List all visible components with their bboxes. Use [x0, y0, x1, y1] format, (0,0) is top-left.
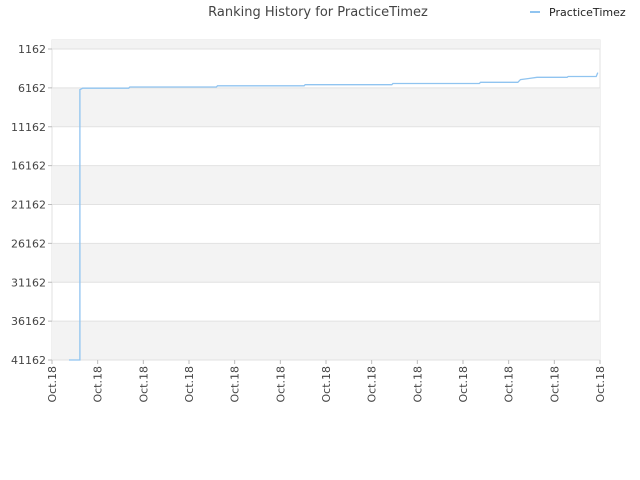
plot-band — [52, 165, 600, 205]
series-line-practicetimez — [69, 72, 599, 361]
x-tick-label: Oct.18 — [92, 366, 105, 403]
x-tick-label: Oct.18 — [137, 366, 150, 403]
y-tick-label: 21162 — [11, 199, 46, 212]
y-tick-label: 31162 — [11, 276, 46, 289]
y-tick-label: 11162 — [11, 121, 46, 134]
plot-bands — [51, 39, 601, 361]
x-tick-label: Oct.18 — [274, 366, 287, 403]
plot-band — [52, 40, 600, 49]
plot-band — [52, 243, 600, 283]
legend: PracticeTimez — [530, 6, 626, 19]
y-tick-label: 6162 — [18, 82, 46, 95]
x-tick-label: Oct.18 — [594, 366, 607, 403]
y-axis-ticks: 1162 6162 11162 16162 21162 26162 31162 36162 41… — [11, 43, 46, 367]
x-axis-ticks: Oct.18 Oct.18 Oct.18 Oct.18 Oct.18 Oct.18 Oct.… — [46, 366, 607, 403]
y-tick-label: 36162 — [11, 315, 46, 328]
chart-title: Ranking History for PracticeTimez — [208, 5, 428, 20]
x-tick-label: Oct.18 — [46, 366, 59, 403]
x-tick-label: Oct.18 — [366, 366, 379, 403]
gridlines — [48, 48, 601, 364]
plot-band — [52, 321, 600, 360]
x-tick-label: Oct.18 — [320, 366, 333, 403]
x-tick-label: Oct.18 — [503, 366, 516, 403]
x-tick-label: Oct.18 — [457, 366, 470, 403]
x-tick-label: Oct.18 — [183, 366, 196, 403]
x-tick-label: Oct.18 — [411, 366, 424, 403]
y-tick-label: 1162 — [18, 43, 46, 56]
legend-label: PracticeTimez — [549, 6, 626, 19]
y-tick-label: 16162 — [11, 160, 46, 173]
y-tick-label: 41162 — [11, 354, 46, 367]
y-tick-label: 26162 — [11, 237, 46, 250]
x-tick-label: Oct.18 — [229, 366, 242, 403]
x-tick-label: Oct.18 — [548, 366, 561, 403]
plot-band — [52, 87, 600, 127]
